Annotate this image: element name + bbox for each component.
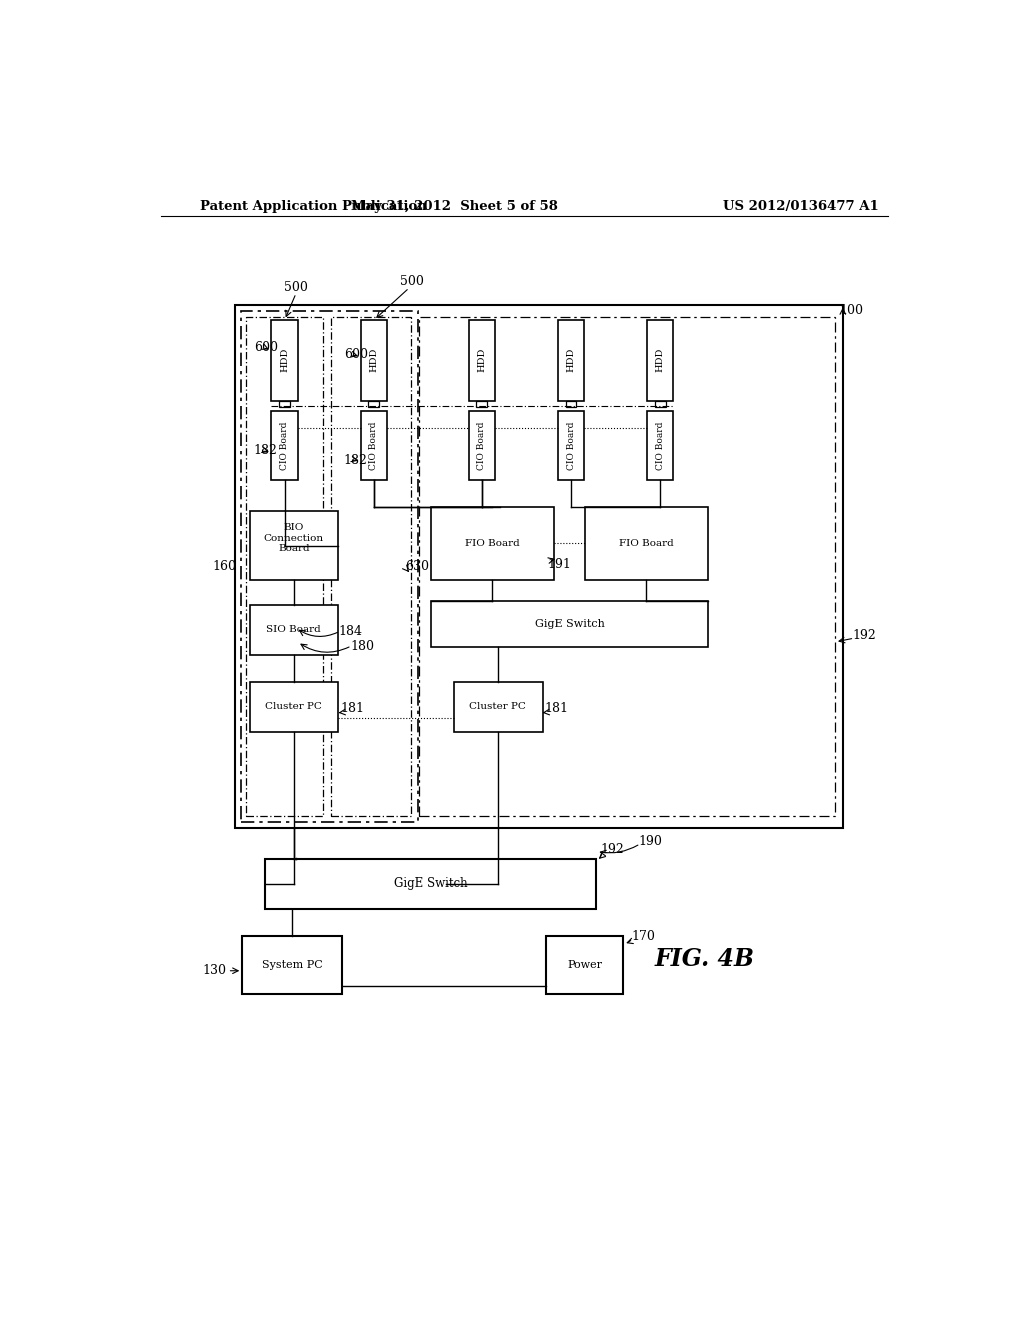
Bar [647,321,674,401]
Text: FIG. 4B: FIG. 4B [654,948,754,972]
Text: CIO Board: CIO Board [655,421,665,470]
Text: HDD: HDD [370,348,379,372]
Bar [271,321,298,401]
Bar [271,411,298,480]
Text: GigE Switch: GigE Switch [394,878,468,890]
Text: 500: 500 [399,275,424,288]
Text: System PC: System PC [262,960,323,970]
Bar [246,317,323,816]
Text: 630: 630 [404,560,429,573]
Bar [655,401,666,407]
Text: Cluster PC: Cluster PC [469,702,526,711]
Text: US 2012/0136477 A1: US 2012/0136477 A1 [723,199,879,213]
Text: CIO Board: CIO Board [566,421,575,470]
Text: GigE Switch: GigE Switch [535,619,604,630]
Bar [360,321,387,401]
Bar [369,401,379,407]
Text: Power: Power [567,960,602,970]
Text: 181: 181 [544,702,568,715]
Text: 500: 500 [285,281,308,294]
Bar [547,936,624,994]
Text: SIO Board: SIO Board [266,626,322,634]
Text: CIO Board: CIO Board [370,421,379,470]
Text: 170: 170 [631,929,655,942]
Bar [454,682,543,733]
Text: 600: 600 [344,348,368,362]
Text: Connection: Connection [264,533,324,543]
Bar [360,411,387,480]
Bar [558,321,584,401]
Bar [250,511,339,581]
Text: HDD: HDD [655,348,665,372]
Text: 600: 600 [255,341,279,354]
Text: 190: 190 [639,834,663,847]
Text: 160: 160 [213,560,237,573]
Text: May 31, 2012  Sheet 5 of 58: May 31, 2012 Sheet 5 of 58 [350,199,557,213]
Bar [585,507,708,581]
Bar [331,317,411,816]
Text: 184: 184 [339,626,362,639]
Text: Board: Board [278,544,309,553]
Bar [476,401,487,407]
Bar [647,411,674,480]
Text: Patent Application Publication: Patent Application Publication [200,199,427,213]
Bar [419,317,836,816]
Bar [265,859,596,909]
Text: 192: 192 [853,630,877,643]
Text: HDD: HDD [477,348,486,372]
Text: FIO Board: FIO Board [465,539,520,548]
Bar [280,401,290,407]
Text: HDD: HDD [566,348,575,372]
Text: 181: 181 [340,702,364,715]
Text: CIO Board: CIO Board [477,421,486,470]
Text: BIO: BIO [284,524,304,532]
Text: 180: 180 [350,640,374,653]
Bar [241,312,418,822]
Text: Cluster PC: Cluster PC [265,702,323,711]
Text: 191: 191 [548,558,571,572]
Text: 100: 100 [839,305,863,317]
Bar [250,682,339,733]
Bar [250,605,339,655]
Bar [469,411,495,480]
Text: CIO Board: CIO Board [280,421,289,470]
Text: 182: 182 [344,454,368,467]
Text: HDD: HDD [280,348,289,372]
Bar [558,411,584,480]
Bar [565,401,577,407]
Bar [469,321,495,401]
Bar [243,936,342,994]
Bar [431,601,708,647]
Text: 130: 130 [202,964,226,977]
Bar [234,305,843,829]
Text: 192: 192 [600,842,624,855]
Text: FIO Board: FIO Board [620,539,674,548]
Bar [431,507,554,581]
Text: 182: 182 [253,445,276,458]
